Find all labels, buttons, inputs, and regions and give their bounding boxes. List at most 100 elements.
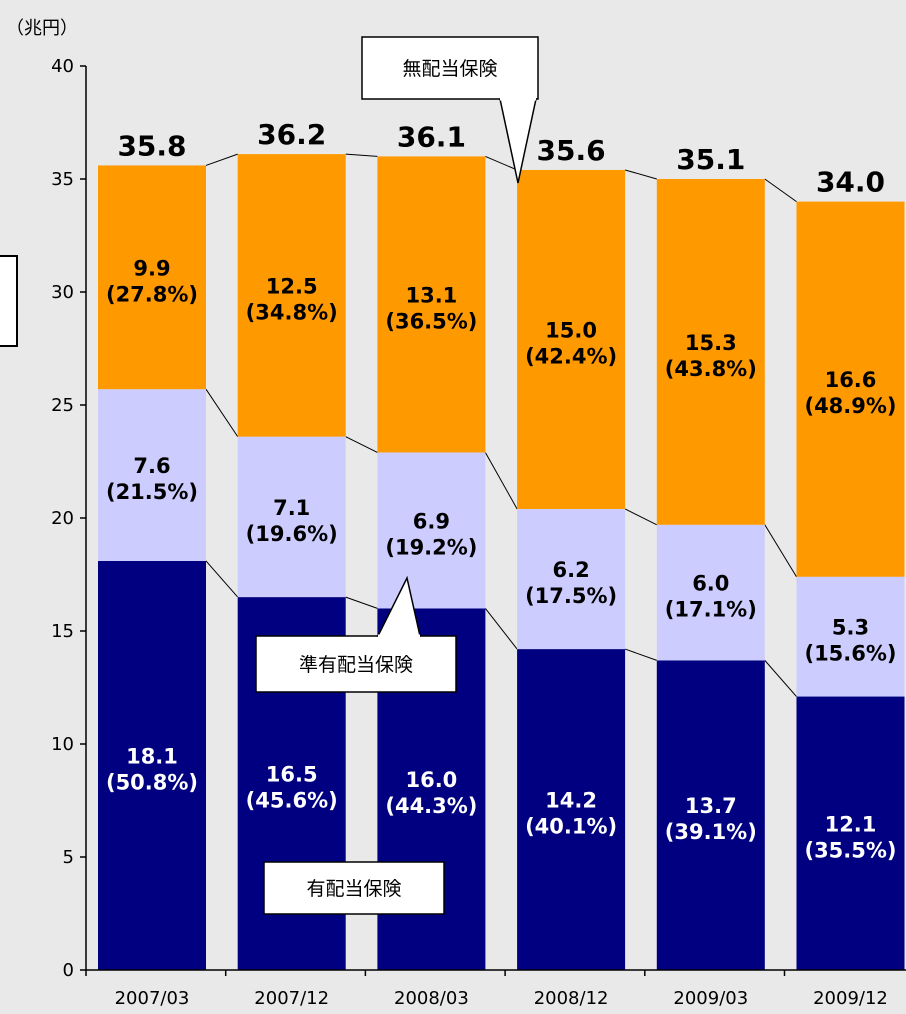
y-tick-label: 25	[51, 395, 74, 416]
y-tick-label: 40	[51, 56, 74, 77]
segment-value-label: 16.6	[825, 368, 877, 392]
segment-share-label: (35.5%)	[804, 838, 896, 862]
connector-line	[345, 153, 378, 157]
total-label: 35.6	[537, 134, 606, 167]
x-tick-label: 2008/03	[394, 988, 469, 1009]
total-label: 36.2	[257, 118, 326, 151]
connector-line	[624, 508, 658, 526]
connector-line	[764, 524, 797, 578]
y-tick-label: 20	[51, 508, 74, 529]
segment-share-label: (15.6%)	[804, 642, 896, 666]
segment-value-label: 9.9	[133, 256, 170, 280]
connector-lines	[205, 153, 797, 697]
segment-value-label: 18.1	[126, 744, 178, 768]
segment-share-label: (42.4%)	[525, 344, 617, 368]
bar-segment	[98, 165, 206, 390]
bar-segment	[517, 508, 626, 650]
bar-segment	[377, 156, 486, 453]
callout-準有配当保険: 準有配当保険	[255, 575, 457, 693]
total-label: 34.0	[816, 166, 885, 199]
connector-line	[624, 169, 657, 180]
x-tick-label: 2008/12	[534, 988, 609, 1009]
callout-有配当保険: 有配当保険	[263, 861, 445, 915]
segment-share-label: (45.6%)	[246, 789, 338, 813]
x-tick-label: 2007/03	[115, 988, 190, 1009]
connector-line	[205, 388, 239, 437]
segment-value-label: 12.1	[825, 812, 877, 836]
segment-share-label: (43.8%)	[665, 357, 757, 381]
callout-label: 有配当保険	[306, 878, 401, 900]
segment-share-label: (40.1%)	[525, 815, 617, 839]
callout-label: 準有配当保険	[299, 654, 413, 676]
total-label: 36.1	[397, 120, 466, 153]
bar-2007-12: 16.5(45.6%) 7.1(19.6%) 12.5(34.8%) 36.2	[237, 118, 346, 970]
bar-segment	[517, 169, 626, 509]
bar-segment	[98, 560, 206, 970]
bar-2008-12: 14.2(40.1%) 6.2(17.5%) 15.0(42.4%) 35.6	[517, 134, 626, 970]
bar-segment	[237, 436, 346, 598]
segment-value-label: 13.1	[405, 283, 457, 307]
segment-share-label: (17.5%)	[525, 584, 617, 608]
connector-line	[764, 178, 797, 203]
segment-value-label: 15.3	[685, 331, 737, 355]
y-tick-label: 35	[51, 169, 74, 190]
connector-line	[764, 660, 797, 697]
segment-share-label: (50.8%)	[106, 770, 198, 794]
bar-segment	[656, 179, 765, 525]
bar-segment	[656, 660, 765, 970]
segment-share-label: (34.8%)	[246, 300, 338, 324]
segment-value-label: 12.5	[266, 274, 318, 298]
y-tick-label: 10	[51, 734, 74, 755]
bar-2009-12: 12.1(35.5%) 5.3(15.6%) 16.6(48.9%) 34.0	[796, 166, 905, 970]
y-axis: 0 5 10 15 20 25 30 35 40	[51, 56, 87, 981]
segment-value-label: 16.0	[405, 768, 457, 792]
callout-box	[255, 635, 457, 693]
bar-segment	[796, 696, 905, 970]
callout-box	[361, 36, 539, 100]
connector-line	[485, 155, 518, 171]
y-tick-label: 5	[63, 847, 74, 868]
unit-label: （兆円）	[6, 18, 78, 39]
bars: 18.1(50.8%)7.6(21.5%)9.9(27.8%)35.816.5(…	[98, 118, 905, 970]
connector-line	[485, 608, 518, 650]
callout-box	[263, 861, 445, 915]
x-tick-label: 2009/03	[673, 988, 748, 1009]
left-edge-box	[0, 255, 18, 347]
segment-value-label: 7.6	[133, 454, 170, 478]
segment-value-label: 5.3	[832, 616, 869, 640]
x-axis: 2007/03 2007/12 2008/03 2008/12 2009/03 2009/…	[85, 969, 906, 1009]
bar-segment	[237, 154, 346, 437]
segment-value-label: 15.0	[545, 318, 597, 342]
segment-share-label: (36.5%)	[385, 309, 477, 333]
segment-share-label: (19.2%)	[385, 535, 477, 559]
bar-2007-03: 18.1(50.8%) 7.6(21.5%) 9.9(27.8%) 35.8	[98, 129, 206, 970]
connector-line	[624, 648, 657, 661]
total-label: 35.8	[117, 129, 186, 162]
connector-line	[205, 153, 238, 166]
bar-segment	[98, 389, 206, 561]
segment-share-label: (27.8%)	[106, 282, 198, 306]
total-label: 35.1	[676, 143, 745, 176]
segment-share-label: (21.5%)	[106, 480, 198, 504]
y-tick-label: 15	[51, 621, 74, 642]
callout-label: 無配当保険	[402, 58, 497, 80]
x-tick-label: 2007/12	[254, 988, 329, 1009]
bar-segment	[377, 452, 486, 609]
segment-value-label: 16.5	[266, 763, 318, 787]
segment-share-label: (19.6%)	[246, 522, 338, 546]
segment-value-label: 14.2	[545, 789, 597, 813]
bar-segment	[517, 649, 626, 970]
x-tick-label: 2009/12	[813, 988, 888, 1009]
connector-line	[205, 560, 239, 598]
bar-segment	[796, 576, 905, 697]
segment-value-label: 6.0	[692, 572, 729, 596]
bar-segment	[656, 524, 765, 661]
segment-share-label: (44.3%)	[385, 794, 477, 818]
segment-value-label: 13.7	[685, 794, 737, 818]
segment-value-label: 6.2	[552, 558, 589, 582]
y-tick-label: 0	[63, 960, 74, 981]
bar-segment	[796, 201, 905, 577]
segment-value-label: 6.9	[413, 509, 450, 533]
